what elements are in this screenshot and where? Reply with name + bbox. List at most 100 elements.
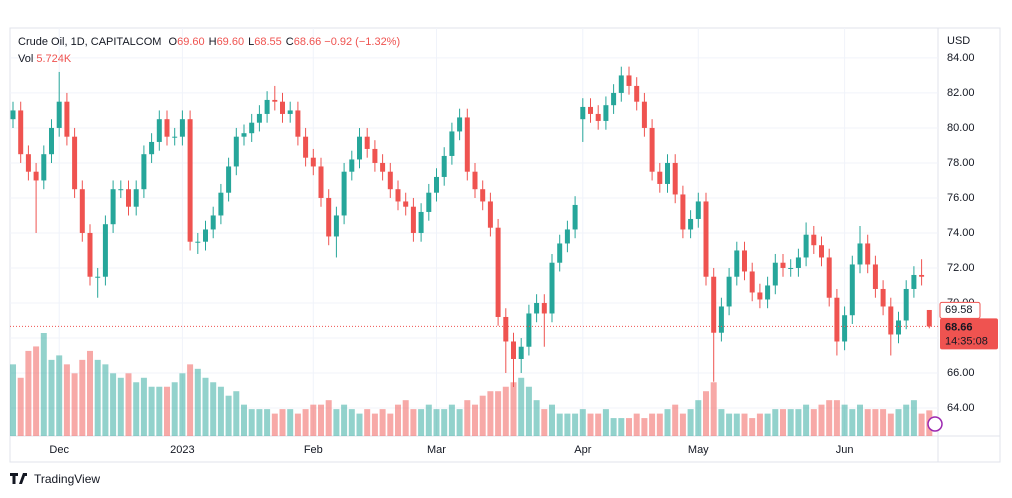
ohlc-key: H [208,36,217,48]
volume-bar [564,413,571,436]
candle-body [210,215,216,230]
volume-bar [294,413,301,436]
candle-body [849,264,855,316]
candle-body [141,154,147,190]
volume-bar [872,409,879,436]
candle-body [364,136,370,149]
volume-bar [10,364,16,436]
candle-body [880,288,886,307]
ohlc-value: 69.60 [216,36,245,48]
candle-body [449,131,455,156]
ohlc-key: L [248,36,255,48]
volume-bar [110,373,117,436]
volume-bar [903,404,910,436]
brand-logo [10,473,27,484]
candle-body [203,229,208,242]
candle-body [803,234,809,258]
volume-bar [880,409,887,436]
y-tick-label: 84.00 [947,52,975,64]
volume-bar [510,382,517,436]
volume-bar [910,400,917,436]
candle-body [118,189,124,191]
volume-bar [279,409,286,436]
volume-bar [117,377,124,436]
candle-body [857,243,863,265]
volume-bar [264,409,271,436]
volume-bar [433,409,440,436]
candle-body [256,113,262,123]
volume-bar [618,418,625,436]
candles [10,66,932,387]
x-tick-label: Jun [836,444,854,456]
price-labels: 69.58 68.66 14:35:08 [10,301,998,350]
volume-bar [587,413,594,436]
candle-body [280,101,285,114]
candle-body [541,302,547,314]
candle-body [403,201,409,207]
volume-bar [572,413,579,436]
candle-body [395,189,401,202]
candle-body [680,194,686,230]
candle-body [703,201,709,277]
brand[interactable]: TradingView [34,472,101,486]
volume-bar [418,409,425,436]
volume-bar [448,404,455,436]
volume-bar [679,413,686,436]
volume-bar [79,359,86,436]
candle-body [865,243,871,265]
x-tick-label: Mar [427,444,446,456]
volume-bar [40,333,47,436]
volume-bar [749,418,756,436]
volume-bar [156,386,163,436]
volume-bar [772,409,779,436]
candle-body [218,192,224,216]
volume-bar [125,373,132,436]
candle-body [780,262,786,268]
candle-body [834,297,840,342]
volume-bar [395,404,401,436]
candle-body [511,341,516,359]
candle-body [549,262,555,314]
volume-bar [602,409,609,436]
candle-body [826,257,832,298]
candle-body [318,166,324,198]
volume-bar [895,409,902,436]
candle-body [672,162,678,195]
volume-bar [764,413,771,436]
candle-body [110,189,116,225]
candle-body [811,234,817,246]
volume-bar [233,391,240,436]
candle-body [765,285,771,300]
volume-bar [287,409,294,436]
candle-body [557,243,563,263]
y-tick-label: 78.00 [947,157,975,169]
candle-body [726,276,732,307]
last-price-box [940,318,998,350]
candle-body [287,110,293,114]
volume-bar [633,413,640,436]
volume-bar [87,350,93,436]
y-tick-label: 76.00 [947,192,975,204]
candle-body [33,171,39,181]
candle-body [626,75,632,86]
legend-volume: Vol 5.724K [18,53,71,65]
volume-bar [187,364,194,436]
marker-price-box [939,301,981,319]
candle-body [41,154,47,181]
y-tick-label: 74.00 [947,227,975,239]
candle-body [526,313,532,347]
volume-bar [918,413,925,436]
candle-body [133,189,139,207]
volume-bar [256,409,263,436]
indicator-icon[interactable] [927,416,943,432]
candle-body [718,306,724,333]
volume-bar [210,382,217,436]
candle-body [503,316,509,342]
candle-body [380,162,386,172]
marker-price-label: 69.58 [945,304,973,316]
countdown-label: 14:35:08 [945,335,988,347]
volume-bar [217,386,224,436]
volume-bar [579,409,586,436]
